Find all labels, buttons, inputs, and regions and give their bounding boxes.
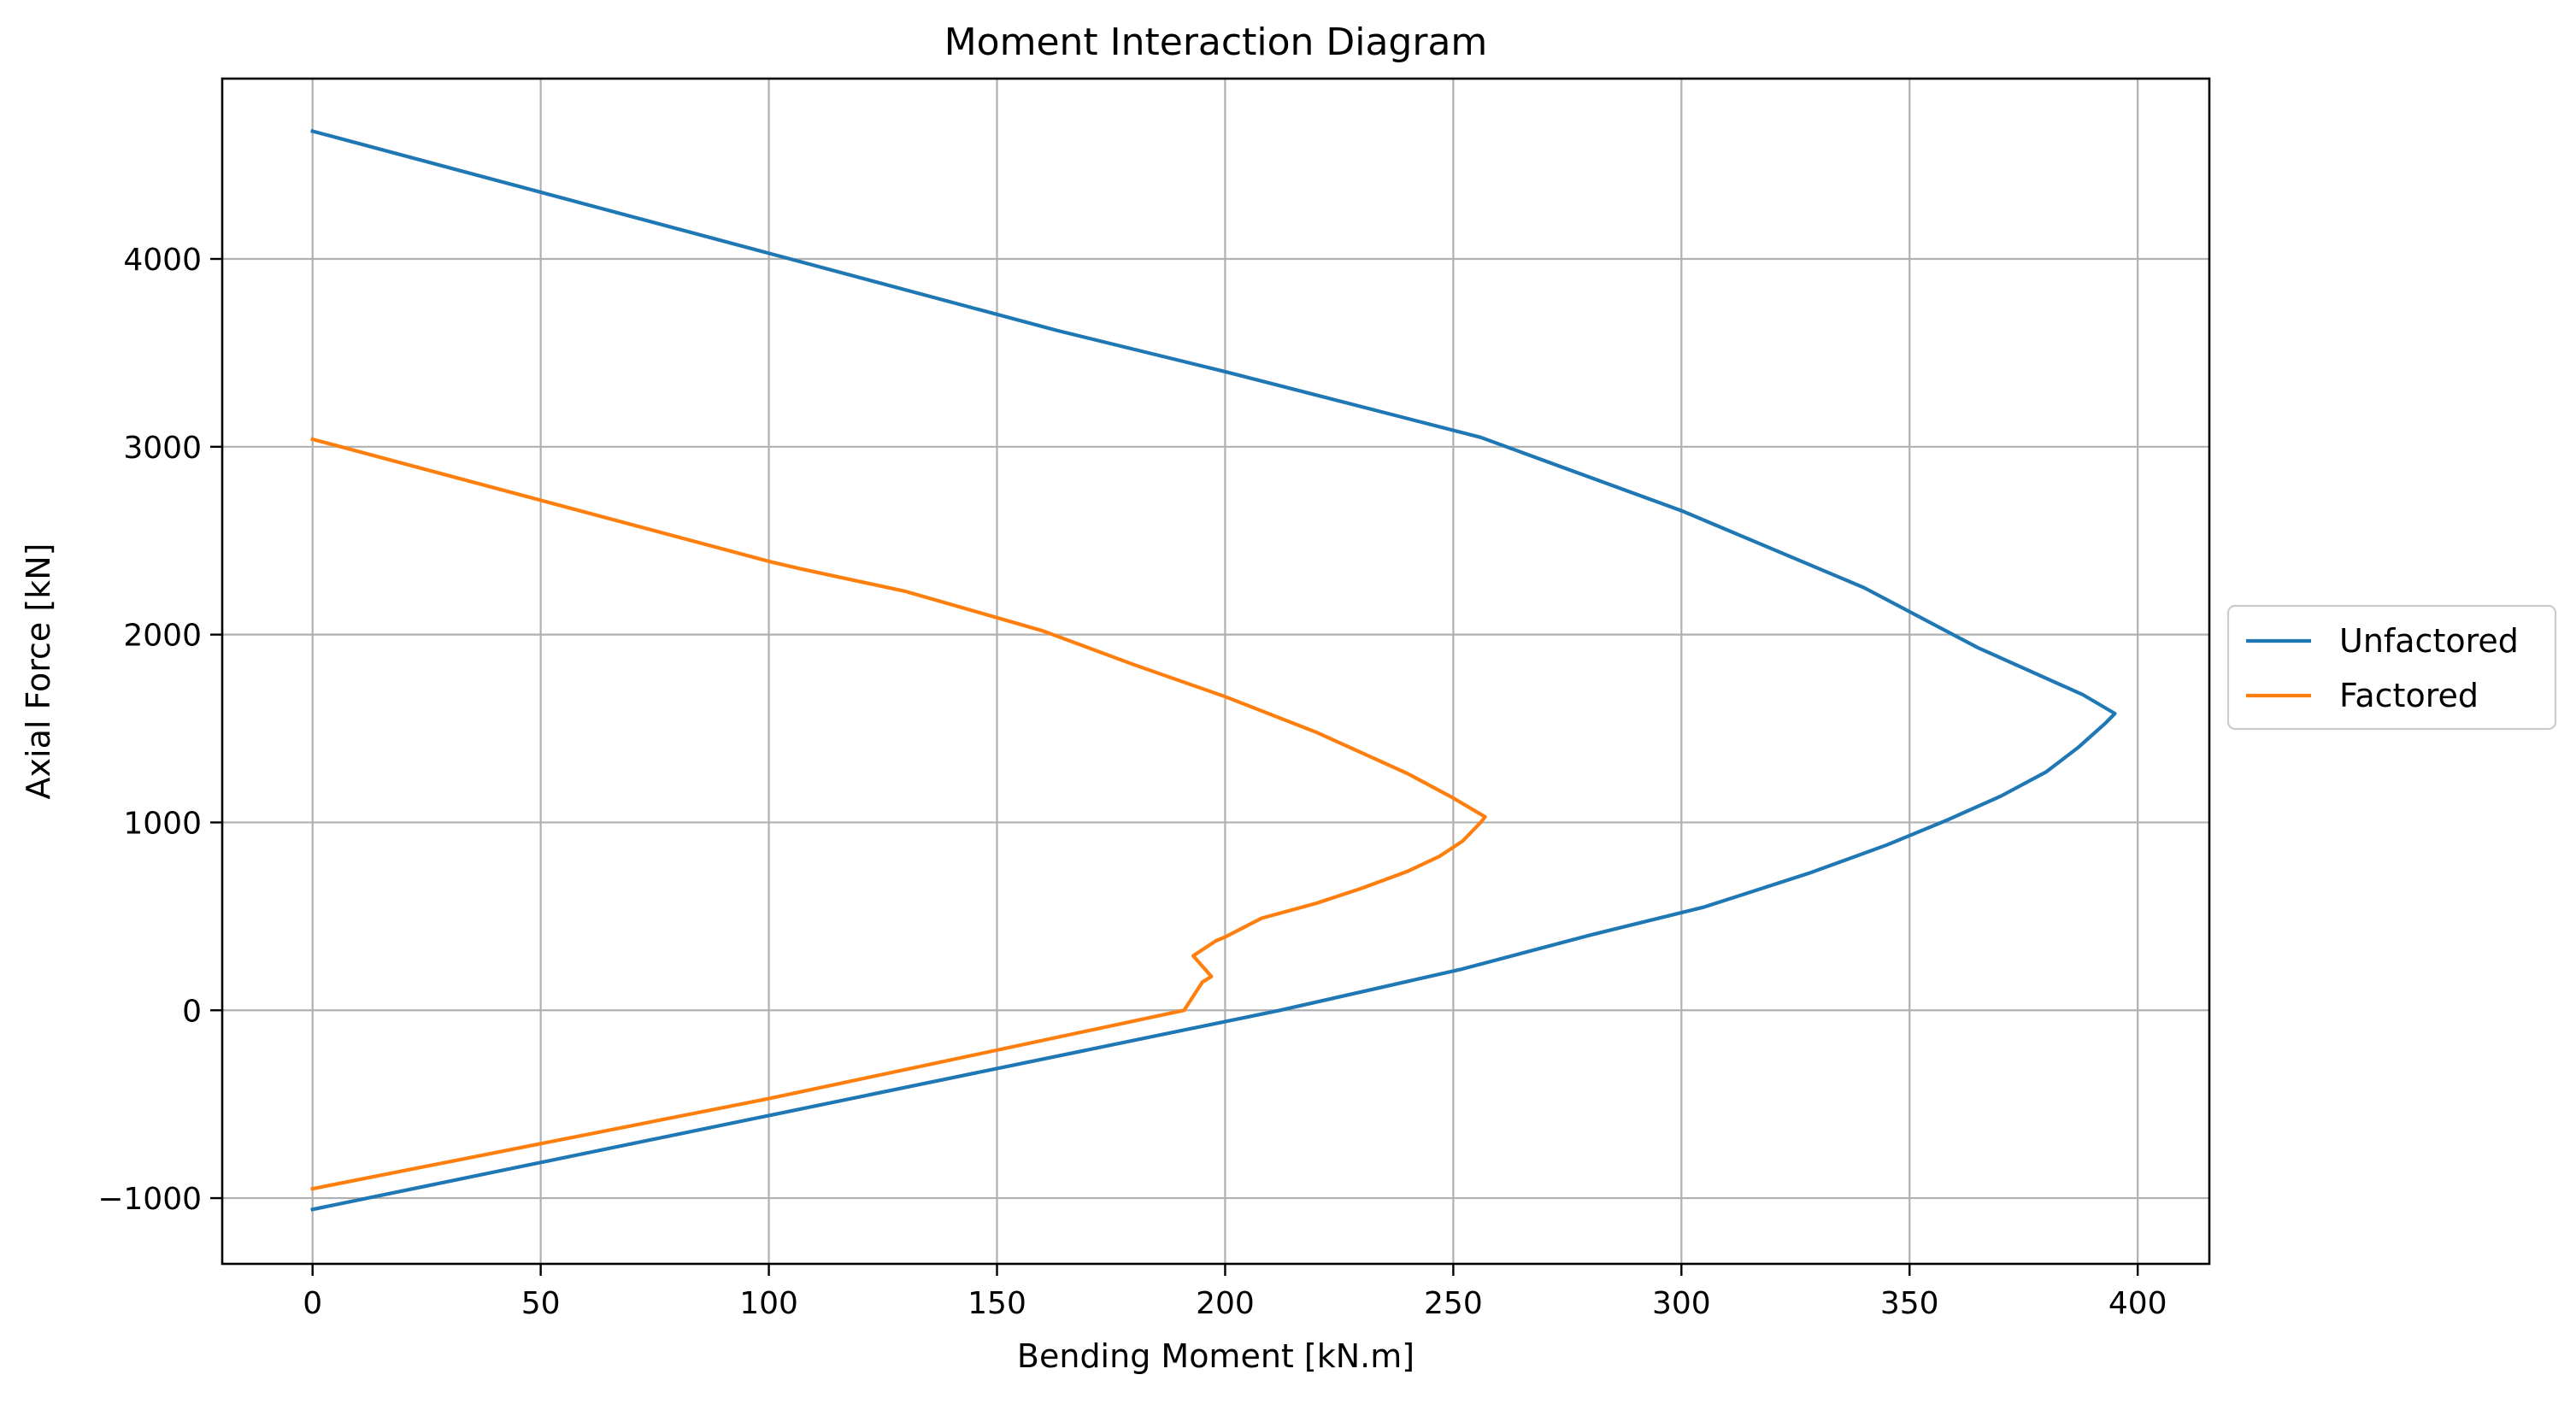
legend-label-factored: Factored [2339,677,2479,714]
x-tick-label: 400 [2108,1286,2167,1321]
y-tick-label: 1000 [123,806,202,841]
x-axis-label: Bending Moment [kN.m] [1017,1337,1414,1375]
x-tick-label: 0 [303,1286,322,1321]
y-tick-label: 2000 [123,619,202,654]
y-tick-label: 3000 [123,431,202,466]
x-tick-label: 350 [1880,1286,1939,1321]
tick-layer: 0 50 100 150 200 250 300 350 400 −1000 0 1000 2000 30… [97,243,2167,1321]
x-tick-label: 50 [521,1286,561,1321]
chart-title: Moment Interaction Diagram [944,21,1488,64]
x-tick-label: 300 [1652,1286,1711,1321]
axes-frame [221,77,2211,1266]
series-line-factored [310,437,1487,1191]
legend: Unfactored Factored [2226,604,2557,731]
x-tick-label: 100 [739,1286,798,1321]
y-axis-label: Axial Force [kN] [20,543,57,800]
series-line-unfactored [310,128,2117,1212]
grid-layer [222,79,2209,1264]
y-tick-label: 0 [182,994,202,1029]
y-tick-label: 4000 [123,243,202,278]
x-tick-label: 150 [967,1286,1026,1321]
legend-label-unfactored: Unfactored [2339,622,2519,660]
y-tick-label: −1000 [97,1182,202,1217]
x-tick-label: 250 [1424,1286,1483,1321]
legend-box [2226,604,2557,731]
series-layer [310,128,2117,1212]
x-tick-label: 200 [1196,1286,1255,1321]
